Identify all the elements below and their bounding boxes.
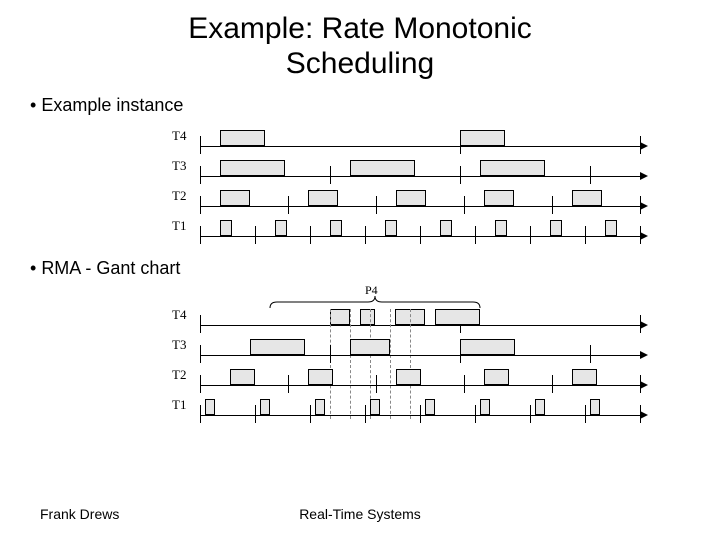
axis-arrow-icon [640,232,648,240]
execution-block [308,369,333,385]
timeline-track: T4 [200,301,680,331]
axis-arrow-icon [640,411,648,419]
execution-block [590,399,600,415]
chart-example-instance: T4T3T2T1 [200,122,680,242]
track-label: T2 [172,367,186,383]
execution-block [250,339,305,355]
execution-block [484,190,514,206]
timeline-track: T3 [200,331,680,361]
period-tick [200,226,201,244]
execution-block [440,220,452,236]
execution-block [350,160,415,176]
period-tick [365,405,366,423]
axis-arrow-icon [640,351,648,359]
execution-block [220,160,285,176]
period-tick [310,405,311,423]
execution-block [396,369,421,385]
execution-block [220,220,232,236]
execution-block [350,339,390,355]
execution-block [572,369,597,385]
execution-block [425,399,435,415]
track-label: T3 [172,158,186,174]
period-tick [530,405,531,423]
timeline-track: T1 [200,391,680,421]
period-tick [420,405,421,423]
period-tick [255,226,256,244]
execution-block [495,220,507,236]
footer-course: Real-Time Systems [299,506,421,522]
period-tick [585,226,586,244]
track-axis [200,176,640,177]
execution-block [396,190,426,206]
execution-block [550,220,562,236]
execution-block [315,399,325,415]
execution-block [275,220,287,236]
period-tick [255,405,256,423]
track-axis [200,385,640,386]
timeline-track: T1 [200,212,680,242]
track-label: T1 [172,218,186,234]
execution-block [435,309,480,325]
period-tick [475,226,476,244]
period-tick [475,405,476,423]
execution-block [370,399,380,415]
bullet-example-instance: Example instance [0,95,720,116]
execution-block [308,190,338,206]
execution-block [230,369,255,385]
execution-block [220,130,265,146]
period-tick [365,226,366,244]
execution-block [460,339,515,355]
execution-block [330,220,342,236]
execution-block [480,399,490,415]
track-axis [200,146,640,147]
slide-title: Example: Rate Monotonic Scheduling [0,0,720,81]
execution-block [330,309,350,325]
bullet-rma-gantt: RMA - Gant chart [0,258,720,279]
execution-block [480,160,545,176]
period-tick [530,226,531,244]
axis-arrow-icon [640,381,648,389]
period-tick [585,405,586,423]
timeline-track: T2 [200,182,680,212]
axis-arrow-icon [640,172,648,180]
track-label: T1 [172,397,186,413]
track-label: T4 [172,128,186,144]
chart-rma-gantt: P4T4T3T2T1 [200,301,680,421]
execution-block [360,309,375,325]
track-label: T3 [172,337,186,353]
period-tick [640,226,641,244]
track-axis [200,206,640,207]
execution-block [572,190,602,206]
axis-arrow-icon [640,202,648,210]
axis-arrow-icon [640,321,648,329]
timeline-track: T2 [200,361,680,391]
track-axis [200,325,640,326]
execution-block [605,220,617,236]
period-tick [640,405,641,423]
execution-block [205,399,215,415]
execution-block [535,399,545,415]
execution-block [484,369,509,385]
execution-block [385,220,397,236]
period-tick [420,226,421,244]
timeline-track: T4 [200,122,680,152]
footer-author: Frank Drews [40,506,119,522]
track-label: T2 [172,188,186,204]
axis-arrow-icon [640,142,648,150]
period-tick [200,405,201,423]
timeline-track: T3 [200,152,680,182]
track-label: T4 [172,307,186,323]
track-axis [200,355,640,356]
title-line-2: Scheduling [286,47,434,80]
execution-block [220,190,250,206]
execution-block [460,130,505,146]
title-line-1: Example: Rate Monotonic [188,12,532,45]
period-tick [310,226,311,244]
execution-block [260,399,270,415]
